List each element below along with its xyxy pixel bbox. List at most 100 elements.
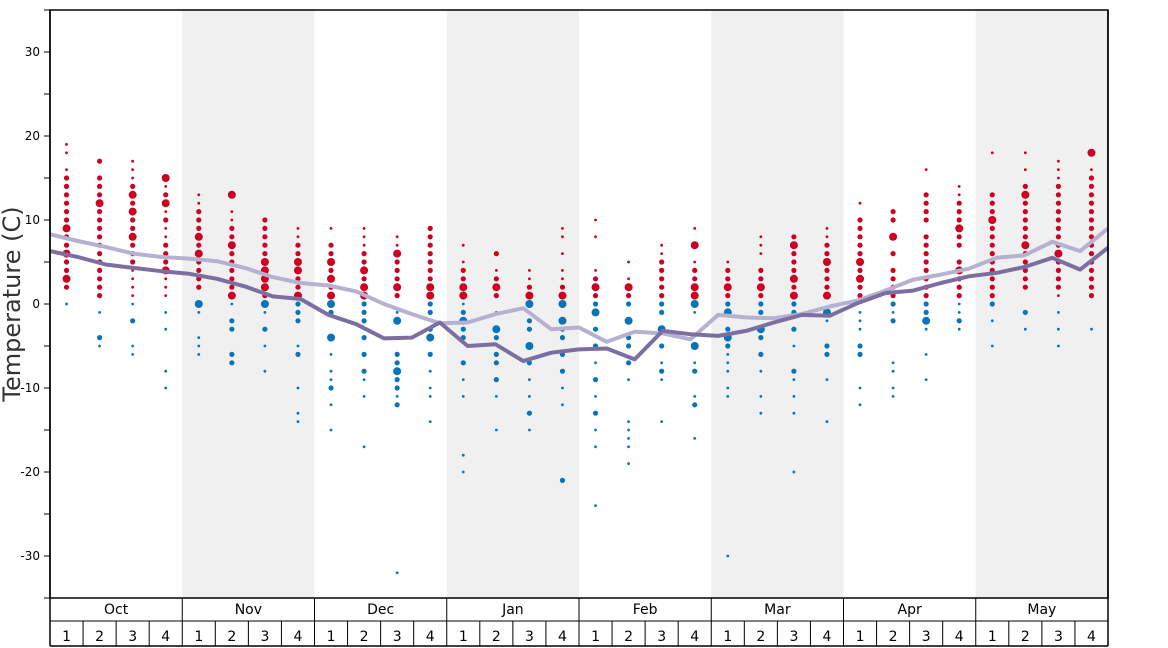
warm-dot bbox=[293, 258, 302, 266]
cold-dot bbox=[726, 369, 730, 373]
warm-dot bbox=[459, 291, 468, 300]
cold-dot bbox=[825, 378, 829, 381]
cold-dot bbox=[660, 420, 664, 423]
warm-dot bbox=[227, 291, 236, 300]
cold-dot bbox=[690, 300, 699, 308]
cold-dot bbox=[395, 311, 399, 314]
cold-dot bbox=[492, 325, 501, 334]
week-label: 1 bbox=[327, 629, 336, 645]
cold-temperature-dots bbox=[65, 300, 1093, 575]
month-label-feb: Feb bbox=[633, 602, 658, 618]
warm-dot bbox=[889, 232, 898, 241]
warm-dot bbox=[990, 151, 994, 155]
cold-dot bbox=[394, 402, 400, 408]
warm-dot bbox=[296, 227, 300, 230]
warm-dot bbox=[130, 225, 136, 231]
warm-dot bbox=[295, 242, 301, 248]
warm-dot bbox=[824, 242, 830, 248]
warm-dot bbox=[96, 284, 103, 290]
warm-dot bbox=[427, 225, 433, 231]
warm-dot bbox=[493, 293, 499, 299]
warm-dot bbox=[361, 251, 367, 257]
warm-dot bbox=[63, 183, 70, 189]
warm-dot bbox=[791, 234, 797, 240]
warm-dot bbox=[493, 276, 499, 282]
cold-dot bbox=[858, 386, 862, 390]
week-label: 1 bbox=[723, 629, 732, 645]
y-axis-title: Temperature (C) bbox=[0, 206, 26, 402]
warm-dot bbox=[989, 192, 995, 198]
warm-dot bbox=[890, 209, 896, 215]
cold-dot bbox=[1023, 327, 1027, 331]
trend-lines bbox=[49, 226, 1110, 364]
warm-dot bbox=[923, 234, 929, 240]
warm-dot bbox=[328, 267, 334, 273]
cold-dot bbox=[98, 344, 101, 348]
warm-dot bbox=[528, 269, 531, 272]
cold-dot bbox=[164, 327, 168, 331]
warm-dot bbox=[723, 283, 732, 292]
warm-dot bbox=[759, 243, 763, 247]
warm-dot bbox=[260, 258, 269, 266]
warm-dot bbox=[427, 259, 433, 265]
warm-dot bbox=[96, 217, 103, 223]
week-label: 4 bbox=[1087, 629, 1096, 645]
warm-dot bbox=[1055, 267, 1062, 273]
warm-dot bbox=[592, 276, 599, 282]
warm-dot bbox=[1022, 234, 1028, 240]
cold-dot bbox=[197, 353, 201, 356]
cold-dot bbox=[858, 327, 862, 331]
warm-dot bbox=[63, 217, 70, 223]
warm-dot bbox=[163, 217, 169, 223]
cold-dot bbox=[858, 319, 862, 323]
cold-dot bbox=[693, 361, 697, 365]
cold-dot bbox=[295, 351, 301, 357]
warm-dot bbox=[164, 294, 168, 297]
warm-dot bbox=[262, 242, 268, 248]
cold-dot bbox=[923, 301, 929, 307]
warm-dot bbox=[659, 267, 665, 273]
cold-dot bbox=[427, 301, 433, 307]
cold-dot bbox=[295, 318, 301, 324]
week-label: 2 bbox=[360, 629, 369, 645]
warm-dot bbox=[857, 217, 863, 223]
warm-dot bbox=[528, 277, 531, 281]
cold-dot bbox=[394, 385, 400, 391]
warm-dot bbox=[558, 291, 567, 300]
cold-dot bbox=[394, 377, 400, 383]
warm-dot bbox=[131, 168, 135, 172]
week-label: 4 bbox=[426, 629, 435, 645]
warm-dot bbox=[393, 249, 402, 258]
cold-dot bbox=[625, 301, 632, 307]
cold-dot bbox=[328, 385, 334, 391]
cold-dot bbox=[758, 335, 764, 341]
cold-dot bbox=[591, 308, 600, 317]
warm-dot bbox=[131, 176, 135, 180]
warm-dot bbox=[1022, 200, 1028, 206]
cold-dot bbox=[197, 344, 201, 348]
warm-dot bbox=[1088, 192, 1095, 198]
warm-dot bbox=[96, 293, 103, 299]
warm-dot bbox=[164, 210, 168, 214]
cold-dot bbox=[725, 301, 731, 307]
cold-dot bbox=[857, 343, 863, 349]
warm-dot bbox=[1087, 148, 1096, 157]
warm-dot bbox=[890, 276, 896, 282]
cold-dot bbox=[427, 351, 433, 357]
week-label: 4 bbox=[823, 629, 832, 645]
warm-dot bbox=[194, 249, 203, 258]
cold-dot bbox=[690, 342, 699, 350]
cold-dot bbox=[659, 309, 665, 315]
cold-dot bbox=[329, 353, 333, 356]
warm-dot bbox=[890, 267, 896, 273]
warm-dot bbox=[1023, 168, 1027, 172]
cold-dot bbox=[759, 369, 763, 373]
cold-dot bbox=[956, 318, 962, 324]
cold-dot bbox=[98, 311, 101, 314]
warm-dot bbox=[494, 269, 498, 272]
month-shade-mar bbox=[711, 10, 844, 598]
warm-dot bbox=[890, 251, 896, 257]
warm-dot bbox=[923, 209, 929, 215]
cold-dot bbox=[627, 437, 630, 440]
warm-dot bbox=[526, 284, 533, 290]
